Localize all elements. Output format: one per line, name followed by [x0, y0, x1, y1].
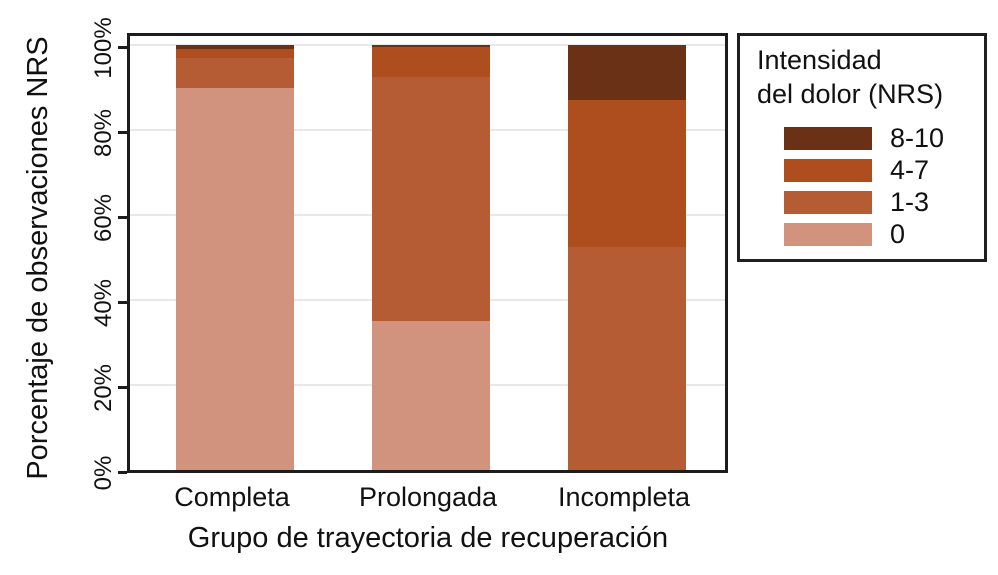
y-tick-label-40: 40%	[90, 278, 117, 328]
legend: Intensidad del dolor (NRS) 8-10 4-7 1-3 0	[737, 33, 987, 262]
bar-segment-completa-nrs-8-10	[176, 45, 294, 50]
bar-segment-completa-nrs-0	[176, 87, 294, 470]
legend-swatch-nrs-8-10	[784, 126, 872, 150]
legend-label-nrs-1-3: 1-3	[890, 187, 930, 217]
legend-item-nrs-8-10: 8-10	[757, 122, 984, 154]
plot-area	[127, 33, 728, 473]
bar-segment-incompleta-nrs-1-3	[568, 246, 686, 470]
legend-swatch-nrs-1-3	[784, 190, 872, 214]
bar-segment-prolongada-nrs-0	[372, 321, 490, 470]
y-tick-100	[118, 46, 127, 49]
legend-label-nrs-4-7: 4-7	[890, 155, 930, 185]
bar-segment-incompleta-nrs-4-7	[568, 100, 686, 247]
legend-item-nrs-4-7: 4-7	[757, 154, 984, 186]
bar-segment-prolongada-nrs-8-10	[372, 45, 490, 48]
legend-items: 8-10 4-7 1-3 0	[757, 122, 984, 250]
y-tick-0	[118, 471, 127, 474]
y-tick-60	[118, 216, 127, 219]
bar-segment-prolongada-nrs-1-3	[372, 76, 490, 322]
y-tick-40	[118, 301, 127, 304]
y-tick-label-100: 100%	[90, 17, 117, 79]
bar-segment-completa-nrs-1-3	[176, 57, 294, 88]
x-tick-label-completa: Completa	[174, 482, 290, 512]
legend-title-line-2: del dolor (NRS)	[757, 79, 944, 109]
legend-label-nrs-0: 0	[890, 219, 906, 249]
legend-item-nrs-0: 0	[757, 218, 984, 250]
y-tick-20	[118, 386, 127, 389]
x-tick-label-incompleta: Incompleta	[557, 482, 691, 512]
legend-swatch-nrs-0	[784, 222, 872, 246]
x-tick-label-prolongada: Prolongada	[358, 482, 498, 512]
bar-segment-completa-nrs-4-7	[176, 49, 294, 58]
legend-label-nrs-8-10: 8-10	[890, 123, 945, 153]
y-tick-80	[118, 131, 127, 134]
legend-item-nrs-1-3: 1-3	[757, 186, 984, 218]
y-tick-label-60: 60%	[90, 193, 117, 243]
y-tick-label-0: 0%	[90, 455, 117, 491]
legend-swatch-nrs-4-7	[784, 158, 872, 182]
bar-segment-prolongada-nrs-4-7	[372, 47, 490, 77]
legend-title-line-1: Intensidad	[757, 45, 882, 75]
x-axis-title: Grupo de trayectoria de recuperación	[187, 522, 669, 554]
bar-segment-incompleta-nrs-8-10	[568, 45, 686, 101]
y-axis-title: Porcentaje de observaciones NRS	[22, 36, 54, 480]
legend-title: Intensidad del dolor (NRS)	[757, 43, 984, 111]
y-tick-label-80: 80%	[90, 108, 117, 158]
y-tick-label-20: 20%	[90, 363, 117, 413]
